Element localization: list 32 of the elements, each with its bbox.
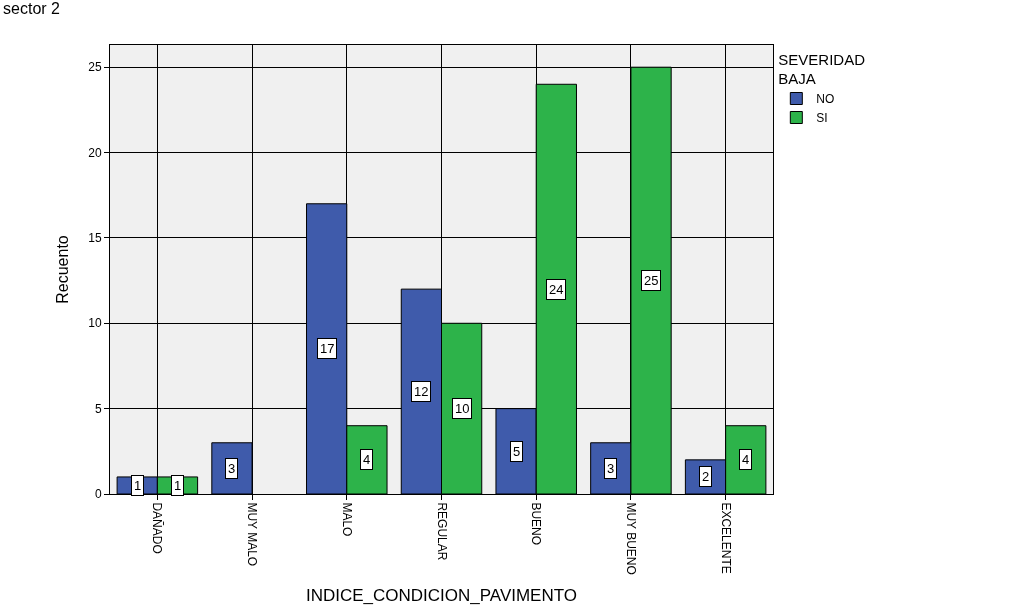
x-tick-label: REGULAR xyxy=(434,502,449,561)
legend-label: NO xyxy=(816,92,835,107)
data-label: 4 xyxy=(742,452,750,467)
y-tick-label: 20 xyxy=(88,145,102,160)
data-label: 1 xyxy=(134,478,142,493)
data-label: 3 xyxy=(228,461,236,476)
data-label: 10 xyxy=(455,401,470,416)
x-tick-label: MUY BUENO xyxy=(624,502,639,575)
x-tick-label: DAÑADO xyxy=(150,502,165,554)
x-tick-label: MALO xyxy=(339,502,354,537)
y-tick-label: 0 xyxy=(94,487,102,502)
data-label: 12 xyxy=(414,384,429,399)
x-tick-label: EXCELENTE xyxy=(718,502,733,574)
y-axis-title: Recuento xyxy=(54,235,72,304)
data-label: 24 xyxy=(549,282,564,297)
y-tick-label: 25 xyxy=(88,60,102,75)
y-tick-label: 5 xyxy=(94,401,102,416)
data-label: 3 xyxy=(607,461,615,476)
x-axis-title: INDICE_CONDICION_PAVIMENTO xyxy=(305,586,578,606)
data-label: 4 xyxy=(363,452,371,467)
legend-label: SI xyxy=(816,111,828,126)
data-label: 17 xyxy=(320,341,335,356)
data-label: 2 xyxy=(702,469,710,484)
data-label: 5 xyxy=(513,444,521,459)
data-label: 25 xyxy=(644,273,659,288)
x-tick-label: BUENO xyxy=(529,502,544,546)
chart-title: sector 2 xyxy=(3,0,61,18)
y-tick-label: 10 xyxy=(88,316,102,331)
x-tick-label: MUY MALO xyxy=(245,502,260,567)
data-label: 1 xyxy=(174,478,182,493)
y-tick-label: 15 xyxy=(88,231,102,246)
legend-title: SEVERIDAD BAJA xyxy=(778,50,866,87)
